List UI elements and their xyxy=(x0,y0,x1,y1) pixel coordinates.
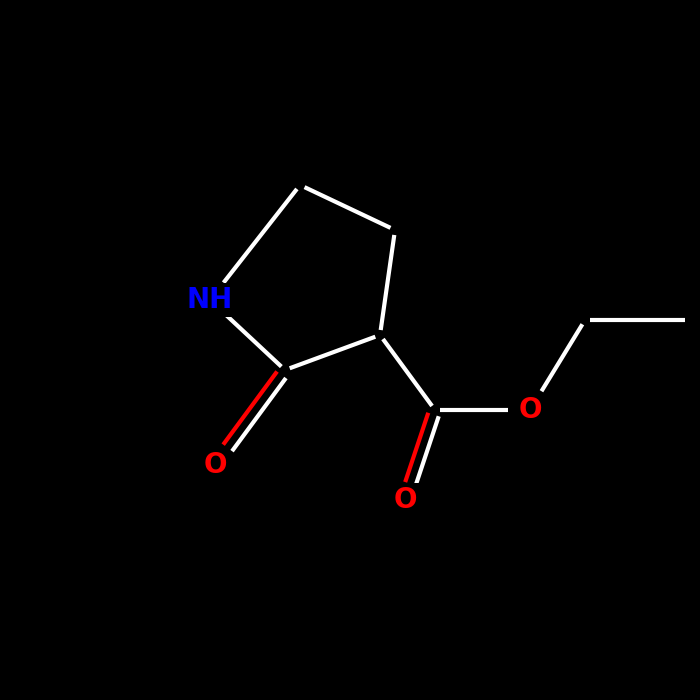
Text: O: O xyxy=(518,396,542,424)
Text: O: O xyxy=(393,486,416,514)
Text: O: O xyxy=(203,451,227,479)
Text: NH: NH xyxy=(187,286,233,314)
